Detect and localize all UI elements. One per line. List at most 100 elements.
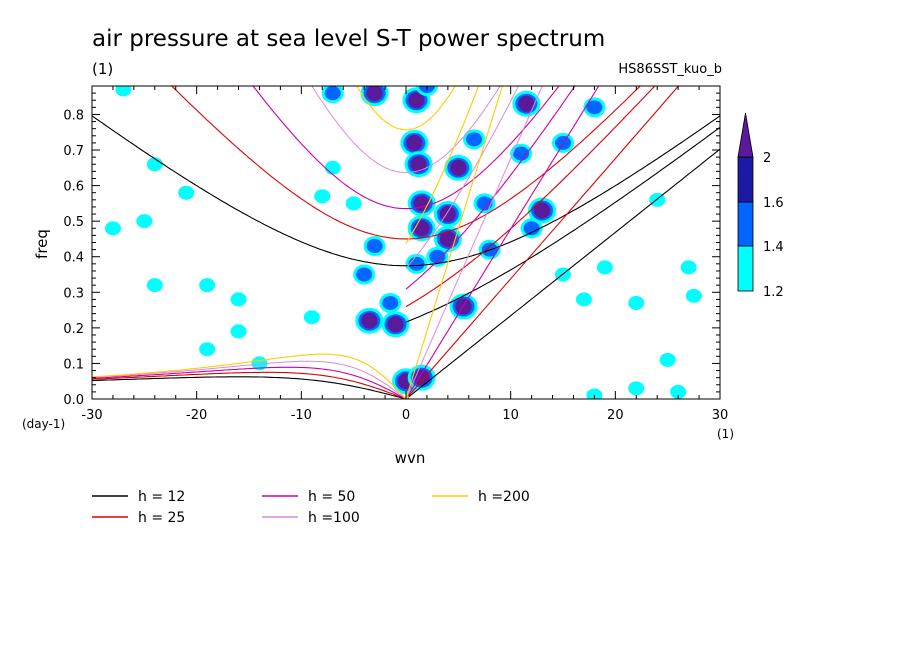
contour-blob-core bbox=[439, 230, 456, 247]
contour-blob-core bbox=[534, 202, 551, 219]
dispersion-curve-er bbox=[92, 376, 409, 399]
dispersion-curve-ig bbox=[252, 86, 560, 210]
contour-blob-mid bbox=[429, 249, 446, 264]
contour-blob-outer bbox=[199, 278, 216, 293]
contour-blob-mid bbox=[586, 100, 603, 115]
chart-units: (1) bbox=[92, 60, 113, 78]
contour-blob-outer bbox=[628, 381, 645, 396]
contour-blob-outer bbox=[670, 384, 687, 399]
x-tick-label: 30 bbox=[712, 408, 729, 423]
contour-blob-outer bbox=[115, 86, 132, 97]
contour-blob-outer bbox=[230, 292, 247, 307]
x-tick-label: 10 bbox=[502, 408, 519, 423]
contour-blob-core bbox=[361, 312, 378, 329]
contour-blob-outer bbox=[303, 310, 320, 325]
contour-blob-mid bbox=[466, 132, 483, 147]
x-tick-label: -20 bbox=[186, 408, 207, 423]
colorbar-level-label: 1.2 bbox=[763, 285, 784, 300]
plot-area: -30 -20 -10 0 10 20 30 0.0 0.1 0.2 0.3 0.4 0.5 0.6 0.7… bbox=[63, 85, 728, 423]
dispersion-curve-mrg bbox=[405, 86, 656, 308]
dispersion-curve-ig bbox=[356, 86, 456, 131]
colorbar-level-label: 1.6 bbox=[763, 196, 784, 211]
dispersion-curve-er bbox=[92, 360, 409, 399]
x-tick-label: -30 bbox=[81, 408, 102, 423]
contour-blob-mid bbox=[324, 86, 341, 101]
contour-blob-outer bbox=[586, 388, 603, 399]
dispersion-curve-kelvin bbox=[405, 86, 503, 399]
contour-blob-mid bbox=[513, 146, 530, 161]
contour-blob-core bbox=[410, 156, 427, 173]
dispersion-curve-er bbox=[92, 366, 409, 399]
y-tick-label: 0.0 bbox=[63, 393, 84, 408]
x-axis-label: wvn bbox=[395, 449, 426, 467]
contour-blob-mid bbox=[366, 239, 383, 254]
dispersion-curves bbox=[92, 86, 720, 399]
contour-blob-outer bbox=[136, 214, 153, 229]
contour-blob-outer bbox=[575, 292, 592, 307]
y-axis-label: freq bbox=[33, 229, 51, 259]
colorbar-segment bbox=[737, 156, 754, 203]
contour-blob-outer bbox=[230, 324, 247, 339]
axis-ticks: -30 -20 -10 0 10 20 30 0.0 0.1 0.2 0.3 0.4 0.5 0.6 0.7… bbox=[63, 86, 728, 423]
x-unit-label: (1) bbox=[717, 427, 734, 441]
contour-blob-outer bbox=[596, 260, 613, 275]
dispersion-curve-kelvin bbox=[405, 86, 600, 399]
contour-blob-core bbox=[387, 316, 404, 333]
contour-blob-core bbox=[413, 220, 430, 237]
contour-blob-core bbox=[408, 92, 425, 109]
y-tick-label: 0.5 bbox=[63, 215, 84, 230]
legend-label: h = 12 bbox=[138, 489, 185, 505]
dispersion-curve-er bbox=[92, 371, 409, 399]
colorbar: 1.2 1.4 1.6 2 bbox=[737, 112, 784, 300]
y-tick-label: 0.3 bbox=[63, 286, 84, 301]
contour-blob-core bbox=[406, 134, 423, 151]
dispersion-curve-mrg bbox=[405, 126, 720, 323]
dispersion-curve-er bbox=[92, 353, 410, 399]
dispersion-curve-ig bbox=[92, 115, 720, 267]
contour-blob-outer bbox=[314, 189, 331, 204]
contour-blob-mid bbox=[476, 196, 493, 211]
dispersion-curve-ig bbox=[171, 86, 641, 240]
legend-label: h = 50 bbox=[308, 489, 355, 505]
legend: h = 12 h = 25 h = 50 h =100 h =200 bbox=[92, 489, 530, 526]
contour-blob-core bbox=[413, 195, 430, 212]
y-tick-label: 0.1 bbox=[63, 357, 84, 372]
y-tick-label: 0.4 bbox=[63, 251, 84, 266]
contour-blob-outer bbox=[199, 342, 216, 357]
contour-blob-core bbox=[450, 159, 467, 176]
x-tick-label: 20 bbox=[607, 408, 624, 423]
contour-blob-outer bbox=[628, 295, 645, 310]
contour-blob-mid bbox=[408, 256, 425, 271]
dispersion-curve-mrg bbox=[405, 86, 576, 290]
contour-blob-outer bbox=[146, 278, 163, 293]
legend-label: h =100 bbox=[308, 510, 360, 526]
contour-blob-mid bbox=[382, 295, 399, 310]
run-name: HS86SST_kuo_b bbox=[618, 62, 722, 77]
chart-title: air pressure at sea level S-T power spec… bbox=[92, 26, 605, 52]
y-tick-label: 0.6 bbox=[63, 180, 84, 195]
contour-blob-outer bbox=[680, 260, 697, 275]
y-tick-label: 0.8 bbox=[63, 108, 84, 123]
contour-blob-mid bbox=[555, 135, 571, 150]
colorbar-arrow bbox=[737, 112, 754, 158]
dispersion-curve-kelvin bbox=[405, 86, 543, 399]
dispersion-curve-mrg bbox=[405, 86, 520, 269]
contour-blob-core bbox=[366, 86, 383, 102]
contour-blob-core bbox=[518, 95, 535, 112]
contour-blob-outer bbox=[685, 288, 702, 303]
dispersion-curve-mrg bbox=[405, 86, 480, 244]
dispersion-curve-kelvin bbox=[405, 86, 680, 399]
contour-blob-outer bbox=[345, 196, 362, 211]
contour-blob-core bbox=[413, 369, 430, 386]
y-unit-label: (day-1) bbox=[22, 417, 65, 431]
y-tick-label: 0.7 bbox=[63, 144, 84, 159]
colorbar-segment bbox=[737, 201, 754, 247]
contour-blob-outer bbox=[104, 221, 121, 236]
legend-label: h = 25 bbox=[138, 510, 185, 526]
contour-blob-mid bbox=[523, 221, 540, 236]
contour-blob-outer bbox=[146, 157, 163, 172]
colorbar-level-label: 1.4 bbox=[763, 240, 784, 255]
dispersion-curve-ig bbox=[311, 86, 501, 174]
x-tick-label: -10 bbox=[291, 408, 312, 423]
